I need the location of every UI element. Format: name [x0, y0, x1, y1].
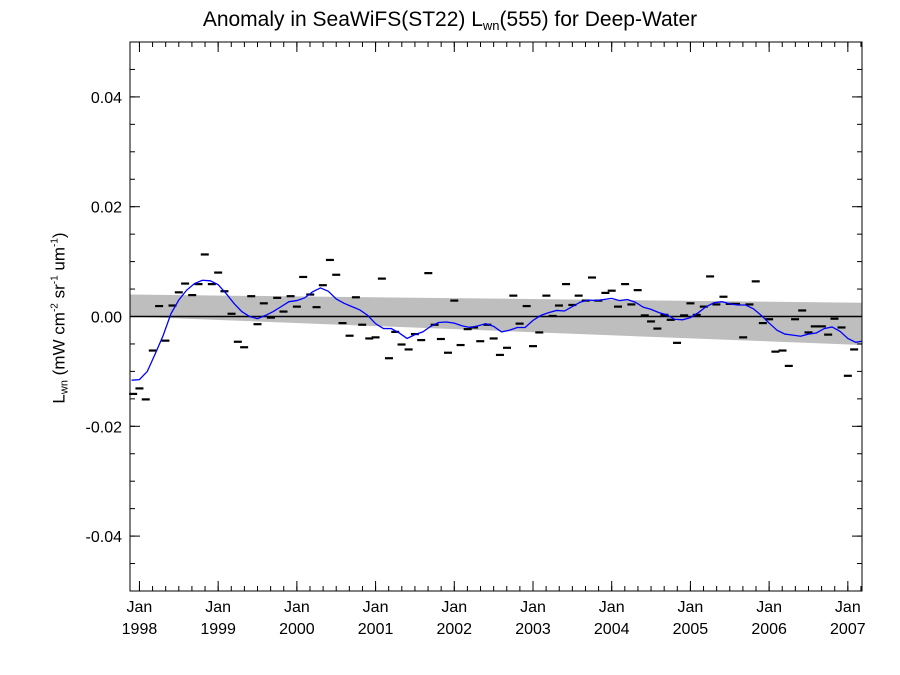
x-tick-year: 2005 — [673, 621, 709, 638]
chart-title: Anomaly in SeaWiFS(ST22) Lwn(555) for De… — [202, 8, 698, 33]
y-tick-label: -0.02 — [86, 419, 123, 436]
x-tick-month: Jan — [127, 599, 153, 616]
anomaly-points — [129, 253, 859, 401]
x-tick-year: 2002 — [436, 621, 472, 638]
trend-line-path — [131, 279, 863, 381]
x-tick-year: 2006 — [751, 621, 787, 638]
y-tick-label: 0.02 — [91, 200, 122, 217]
x-tick-year: 2003 — [515, 621, 551, 638]
x-axis-ticks: Jan 1998 Jan 1999 Jan 2000 Jan 2001 Jan 2002 Jan 20… — [122, 42, 866, 638]
x-tick-year: 2007 — [830, 621, 866, 638]
y-tick-label: 0.00 — [91, 310, 122, 327]
x-tick-year: 1998 — [122, 621, 158, 638]
x-tick-year: 2004 — [594, 621, 630, 638]
y-tick-label: 0.04 — [91, 90, 122, 107]
y-axis-label: Lwn (mW cm-2 sr-1 um-1) — [49, 232, 71, 404]
y-tick-label: -0.04 — [86, 529, 123, 546]
x-tick-month: Jan — [599, 599, 625, 616]
x-tick-month: Jan — [756, 599, 782, 616]
x-tick-month: Jan — [441, 599, 467, 616]
x-tick-month: Jan — [363, 599, 389, 616]
x-tick-year: 1999 — [200, 621, 236, 638]
smoothed-trend-line — [131, 279, 863, 381]
x-tick-month: Jan — [520, 599, 546, 616]
x-tick-month: Jan — [205, 599, 231, 616]
x-tick-year: 2000 — [279, 621, 315, 638]
x-tick-month: Jan — [835, 599, 861, 616]
x-tick-month: Jan — [678, 599, 704, 616]
y-axis-ticks: 0.04 0.02 0.00 -0.02 -0.04 — [86, 41, 862, 592]
x-tick-year: 2001 — [358, 621, 394, 638]
x-tick-month: Jan — [284, 599, 310, 616]
